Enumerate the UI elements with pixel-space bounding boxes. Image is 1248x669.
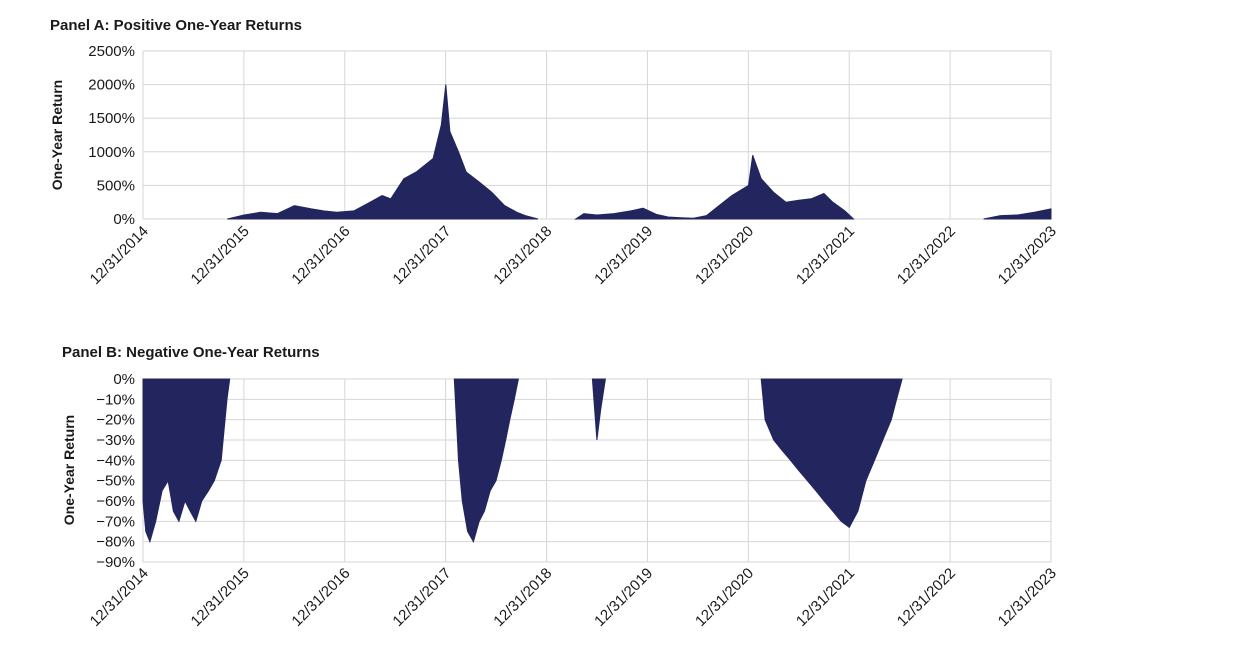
panel-a-x-tick-label: 12/31/2018 <box>490 223 555 288</box>
panel-b-y-tick-label: −40% <box>96 452 135 469</box>
panel-b-x-tick-label: 12/31/2020 <box>692 565 757 630</box>
panel-a-y-tick-label: 500% <box>97 177 135 194</box>
panel-a-area-series-3 <box>983 208 1052 220</box>
panel-a-y-axis-label: One-Year Return <box>49 80 65 190</box>
panel-b-x-tick-label: 12/31/2023 <box>995 565 1060 630</box>
panel-b-y-tick-label: −20% <box>96 412 135 429</box>
panel-b-y-tick-label: −70% <box>96 513 135 530</box>
panel-b-y-tick-label: −30% <box>96 432 135 449</box>
panel-a-title: Panel A: Positive One-Year Returns <box>50 17 303 34</box>
panel-a-x-tick-label: 12/31/2015 <box>188 223 253 288</box>
panel-b-area-series-4 <box>760 378 903 529</box>
panel-b-x-tick-label: 12/31/2018 <box>490 565 555 630</box>
panel-a-area-series-1 <box>227 84 539 220</box>
panel-a-x-tick-label: 12/31/2014 <box>87 223 152 288</box>
panel-a-x-tick-label: 12/31/2021 <box>793 223 858 288</box>
panel-a-x-tick-label: 12/31/2020 <box>692 223 757 288</box>
panel-a-x-tick-label: 12/31/2023 <box>995 223 1060 288</box>
panel-b-x-tick-label: 12/31/2015 <box>188 565 253 630</box>
panel-b-area-series-2 <box>453 378 520 543</box>
panel-b-x-tick-label: 12/31/2021 <box>793 565 858 630</box>
panel-b-y-tick-label: −10% <box>96 391 135 408</box>
panel-b-x-tick-label: 12/31/2019 <box>591 565 656 630</box>
panel-a-x-tick-label: 12/31/2019 <box>591 223 656 288</box>
panel-a-y-tick-label: 1000% <box>88 144 135 161</box>
panel-b-x-tick-label: 12/31/2016 <box>288 565 353 630</box>
panel-a-x-tick-label: 12/31/2017 <box>389 223 454 288</box>
panel-a-y-tick-label: 2500% <box>88 43 135 60</box>
panel-b-y-tick-label: −90% <box>96 554 135 571</box>
panel-b-title: Panel B: Negative One-Year Returns <box>62 344 320 361</box>
panel-b-y-tick-label: −50% <box>96 473 135 490</box>
panel-b-y-tick-label: −80% <box>96 534 135 551</box>
panel-a-y-tick-label: 2000% <box>88 77 135 94</box>
panel-b-x-tick-label: 12/31/2014 <box>87 565 152 630</box>
panel-a-plot: 2500% 2000% 1500% 1000% 500% 0%12/31/2014 12/3… <box>49 43 1060 288</box>
panel-b-y-tick-label: −60% <box>96 493 135 510</box>
panel-a-y-tick-label: 1500% <box>88 110 135 127</box>
panel-a-x-tick-label: 12/31/2016 <box>288 223 353 288</box>
panel-b-x-tick-label: 12/31/2017 <box>389 565 454 630</box>
panel-b-x-tick-label: 12/31/2022 <box>894 565 959 630</box>
panel-b-plot: 0%−10%−20%−30%−40%−50%−60%−70%−80%−90%12… <box>61 371 1060 630</box>
panel-a-x-tick-label: 12/31/2022 <box>894 223 959 288</box>
panel-b-area-series-1 <box>142 378 231 544</box>
panel-a-y-tick-label: 0% <box>113 211 135 228</box>
panel-b-area-series-3 <box>591 378 606 441</box>
panel-a-area-series-2 <box>573 155 855 220</box>
panel-b-y-axis-label: One-Year Return <box>61 415 77 525</box>
panel-b-y-tick-label: 0% <box>113 371 135 388</box>
